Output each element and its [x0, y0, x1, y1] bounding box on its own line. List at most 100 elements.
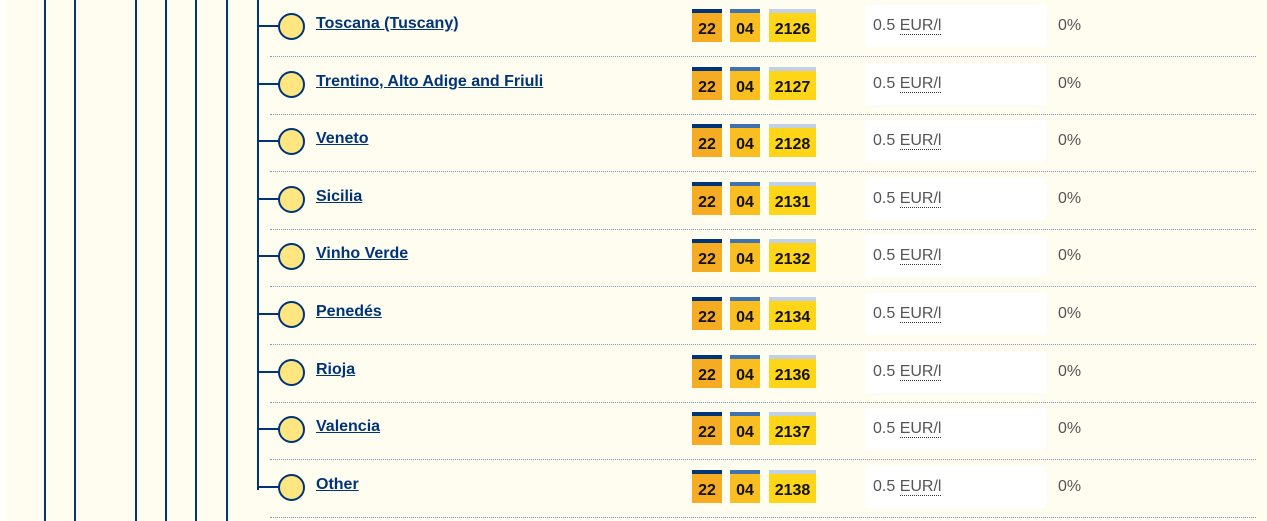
node-circle-icon: [278, 358, 305, 386]
duty-unit[interactable]: EUR/l: [899, 362, 942, 381]
code-heading: 04: [730, 354, 760, 388]
duty-rate: 0%: [1058, 74, 1082, 92]
list-item: Penedés 22 04 2134 0.5 EUR/l 0%: [0, 287, 1267, 345]
duty-amount: 0.5: [873, 477, 896, 495]
item-link[interactable]: Veneto: [316, 130, 369, 148]
page-edge: [0, 0, 6, 521]
node-circle-icon: [278, 416, 305, 444]
tree-line: [165, 0, 167, 521]
code-chapter: 22: [692, 239, 722, 273]
duty-value: 0.5 EUR/l: [873, 247, 942, 266]
duty-rate: 0%: [1058, 189, 1082, 207]
code-subheading: 2138: [769, 469, 816, 503]
code-chapter: 22: [692, 354, 722, 388]
node-circle-icon: [278, 301, 305, 328]
tree-connector: [257, 428, 279, 431]
duty-value-box: 0.5 EUR/l: [865, 293, 1046, 335]
row-divider: [270, 113, 1256, 115]
tree-line: [226, 0, 228, 521]
duty-value-box: 0.5 EUR/l: [865, 465, 1046, 508]
item-link[interactable]: Penedés: [316, 303, 382, 320]
row-divider: [270, 401, 1256, 403]
duty-rate: 0%: [1058, 420, 1082, 438]
item-link[interactable]: Sicilia: [316, 187, 363, 205]
duty-unit[interactable]: EUR/l: [899, 189, 942, 208]
code-subheading: 2136: [769, 354, 816, 388]
code-heading: 04: [730, 9, 760, 42]
code-chapter: 22: [692, 297, 722, 330]
node-circle-icon: [278, 128, 305, 156]
code-subheading: 2134: [769, 297, 816, 330]
tree-connector: [257, 255, 279, 258]
tree-line: [74, 0, 76, 521]
tree-connector: [257, 82, 279, 85]
code-subheading: 2137: [769, 412, 816, 446]
list-item: Veneto 22 04 2128 0.5 EUR/l 0%: [0, 114, 1267, 173]
row-divider: [270, 228, 1256, 230]
list-item: Sicilia 22 04 2131 0.5 EUR/l 0%: [0, 172, 1267, 230]
duty-unit[interactable]: EUR/l: [899, 247, 942, 266]
duty-value: 0.5 EUR/l: [873, 305, 942, 323]
duty-unit[interactable]: EUR/l: [899, 17, 942, 35]
duty-amount: 0.5: [873, 420, 896, 438]
duty-value-box: 0.5 EUR/l: [865, 350, 1046, 393]
item-link[interactable]: Valencia: [316, 418, 381, 436]
code-heading: 04: [730, 239, 760, 273]
tree-line: [257, 0, 259, 490]
code-subheading: 2132: [769, 239, 816, 273]
duty-unit[interactable]: EUR/l: [899, 305, 942, 323]
tree-connector: [257, 25, 279, 27]
duty-value-box: 0.5 EUR/l: [865, 62, 1046, 105]
row-divider: [270, 516, 1256, 518]
code-chapter: 22: [692, 469, 722, 503]
list-item: Valencia 22 04 2137 0.5 EUR/l 0%: [0, 402, 1267, 461]
duty-rate: 0%: [1058, 362, 1082, 380]
code-chapter: 22: [692, 9, 722, 42]
duty-unit[interactable]: EUR/l: [899, 420, 942, 439]
code-heading: 04: [730, 124, 760, 158]
row-divider: [270, 286, 1256, 288]
code-subheading: 2131: [769, 181, 816, 215]
duty-amount: 0.5: [873, 132, 896, 150]
duty-value-box: 0.5 EUR/l: [865, 235, 1046, 278]
item-link[interactable]: Rioja: [316, 360, 356, 378]
tree-connector: [257, 197, 279, 200]
row-divider: [270, 344, 1256, 345]
code-heading: 04: [730, 412, 760, 446]
code-heading: 04: [730, 181, 760, 215]
item-link[interactable]: Toscana (Tuscany): [316, 15, 459, 32]
row-divider: [270, 171, 1256, 173]
item-link[interactable]: Trentino, Alto Adige and Friuli: [316, 72, 544, 90]
list-item: Rioja 22 04 2136 0.5 EUR/l 0%: [0, 345, 1267, 403]
code-chapter: 22: [692, 412, 722, 446]
duty-value: 0.5 EUR/l: [873, 362, 942, 381]
list-item: Toscana (Tuscany) 22 04 2126 0.5 EUR/l 0…: [0, 0, 1267, 57]
item-link[interactable]: Other: [316, 475, 359, 493]
duty-unit[interactable]: EUR/l: [899, 132, 942, 151]
list-item: Vinho Verde 22 04 2132 0.5 EUR/l 0%: [0, 229, 1267, 288]
node-circle-icon: [278, 70, 305, 98]
duty-rate: 0%: [1058, 247, 1082, 265]
duty-amount: 0.5: [873, 305, 896, 322]
node-circle-icon: [278, 473, 305, 501]
duty-value: 0.5 EUR/l: [873, 189, 942, 208]
duty-value: 0.5 EUR/l: [873, 132, 942, 151]
list-item: Other 22 04 2138 0.5 EUR/l 0%: [0, 460, 1267, 518]
duty-unit[interactable]: EUR/l: [899, 74, 942, 93]
duty-amount: 0.5: [873, 74, 896, 92]
code-chapter: 22: [692, 66, 722, 100]
duty-unit[interactable]: EUR/l: [899, 477, 942, 496]
node-circle-icon: [278, 185, 305, 213]
code-subheading: 2126: [769, 9, 816, 42]
duty-value: 0.5 EUR/l: [873, 74, 942, 93]
duty-rate: 0%: [1058, 17, 1082, 34]
item-link[interactable]: Vinho Verde: [316, 245, 409, 263]
list-item: Trentino, Alto Adige and Friuli 22 04 21…: [0, 57, 1267, 115]
tree-connector: [257, 485, 279, 488]
code-chapter: 22: [692, 124, 722, 158]
tree-connector: [257, 140, 279, 143]
tree-line: [195, 0, 197, 521]
code-heading: 04: [730, 469, 760, 503]
tree-connector: [257, 313, 279, 315]
duty-value-box: 0.5 EUR/l: [865, 177, 1046, 220]
